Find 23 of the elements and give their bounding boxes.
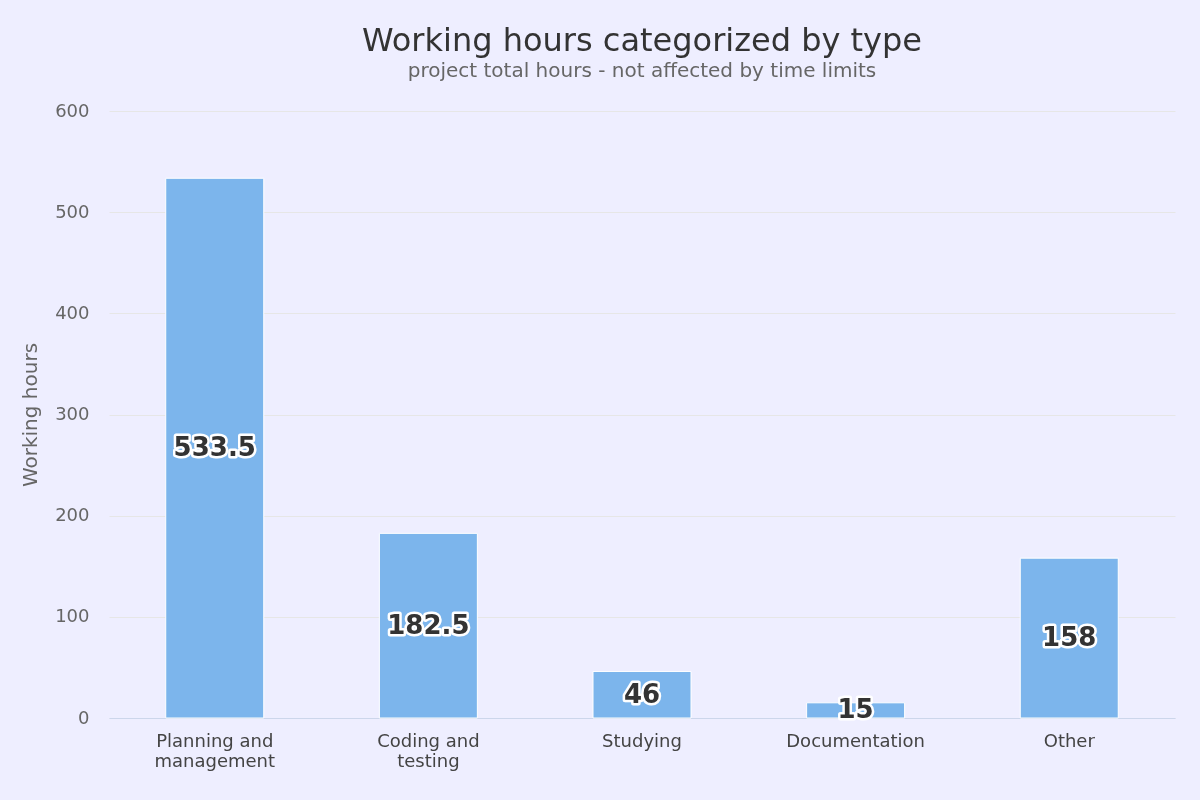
data-label: 46: [623, 678, 661, 709]
y-tick-label: 100: [55, 605, 90, 627]
y-tick-label: 0: [78, 706, 90, 728]
y-tick-label: 500: [55, 200, 90, 222]
data-label: 15: [837, 694, 874, 725]
y-axis-title: Working hours: [18, 342, 43, 488]
chart-subtitle: project total hours - not affected by time limits: [407, 58, 877, 82]
y-tick-label: 600: [55, 99, 90, 121]
bar: [165, 177, 265, 719]
x-tick-label: Studying: [602, 729, 682, 751]
bar: [378, 532, 478, 719]
x-tick-label: Documentation: [786, 729, 926, 751]
data-label: 182.5: [387, 609, 470, 640]
y-tick-label: 300: [55, 403, 90, 424]
y-tick-label: 200: [55, 504, 90, 526]
bar: [1019, 557, 1119, 719]
x-tick-label: Other: [1043, 729, 1096, 751]
x-tick-label: Planning and management: [154, 729, 276, 771]
data-label: 533.5: [173, 432, 256, 463]
chart-title: Working hours categorized by type: [361, 21, 923, 59]
data-label: 158: [1042, 622, 1097, 653]
y-tick-label: 400: [55, 301, 90, 323]
x-tick-label: Coding and testing: [377, 729, 480, 771]
